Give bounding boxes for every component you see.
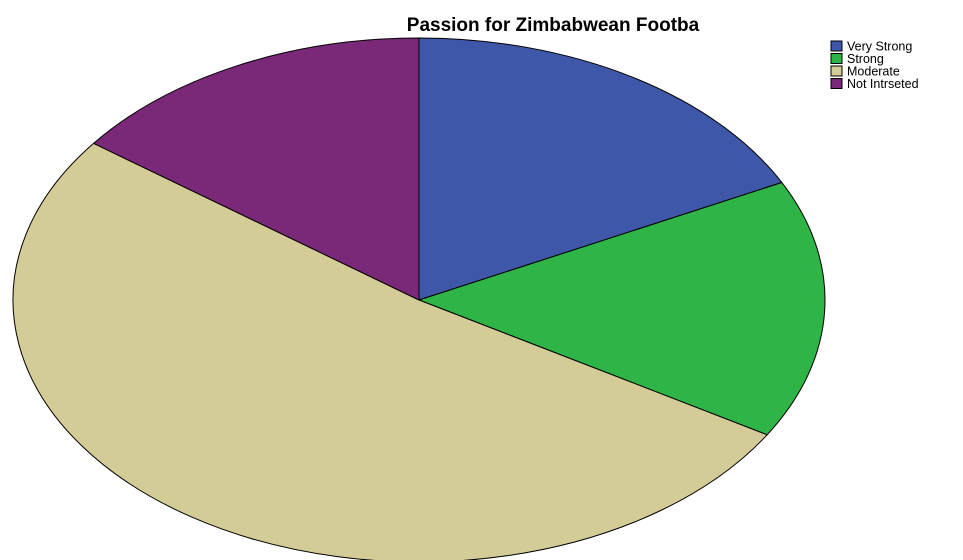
pie-slice-not-intrseted bbox=[93, 37, 420, 301]
pie-slice-moderate bbox=[12, 142, 768, 560]
legend-label-not-intrseted: Not Intrseted bbox=[847, 77, 919, 91]
pie-slice-strong bbox=[418, 182, 826, 436]
legend-swatch-strong bbox=[830, 53, 843, 64]
legend-label-strong: Strong bbox=[847, 52, 884, 66]
chart-title: Passion for Zimbabwean Footba bbox=[407, 15, 700, 36]
legend-swatch-very-strong bbox=[830, 40, 843, 52]
legend-swatch-moderate bbox=[830, 65, 843, 77]
legend-label-very-strong: Very Strong bbox=[847, 40, 912, 54]
pie-slices bbox=[12, 37, 826, 560]
legend-label-moderate: Moderate bbox=[847, 65, 900, 79]
pie-slice-very-strong bbox=[418, 37, 783, 301]
legend-swatch-not-intrseted bbox=[830, 78, 843, 89]
